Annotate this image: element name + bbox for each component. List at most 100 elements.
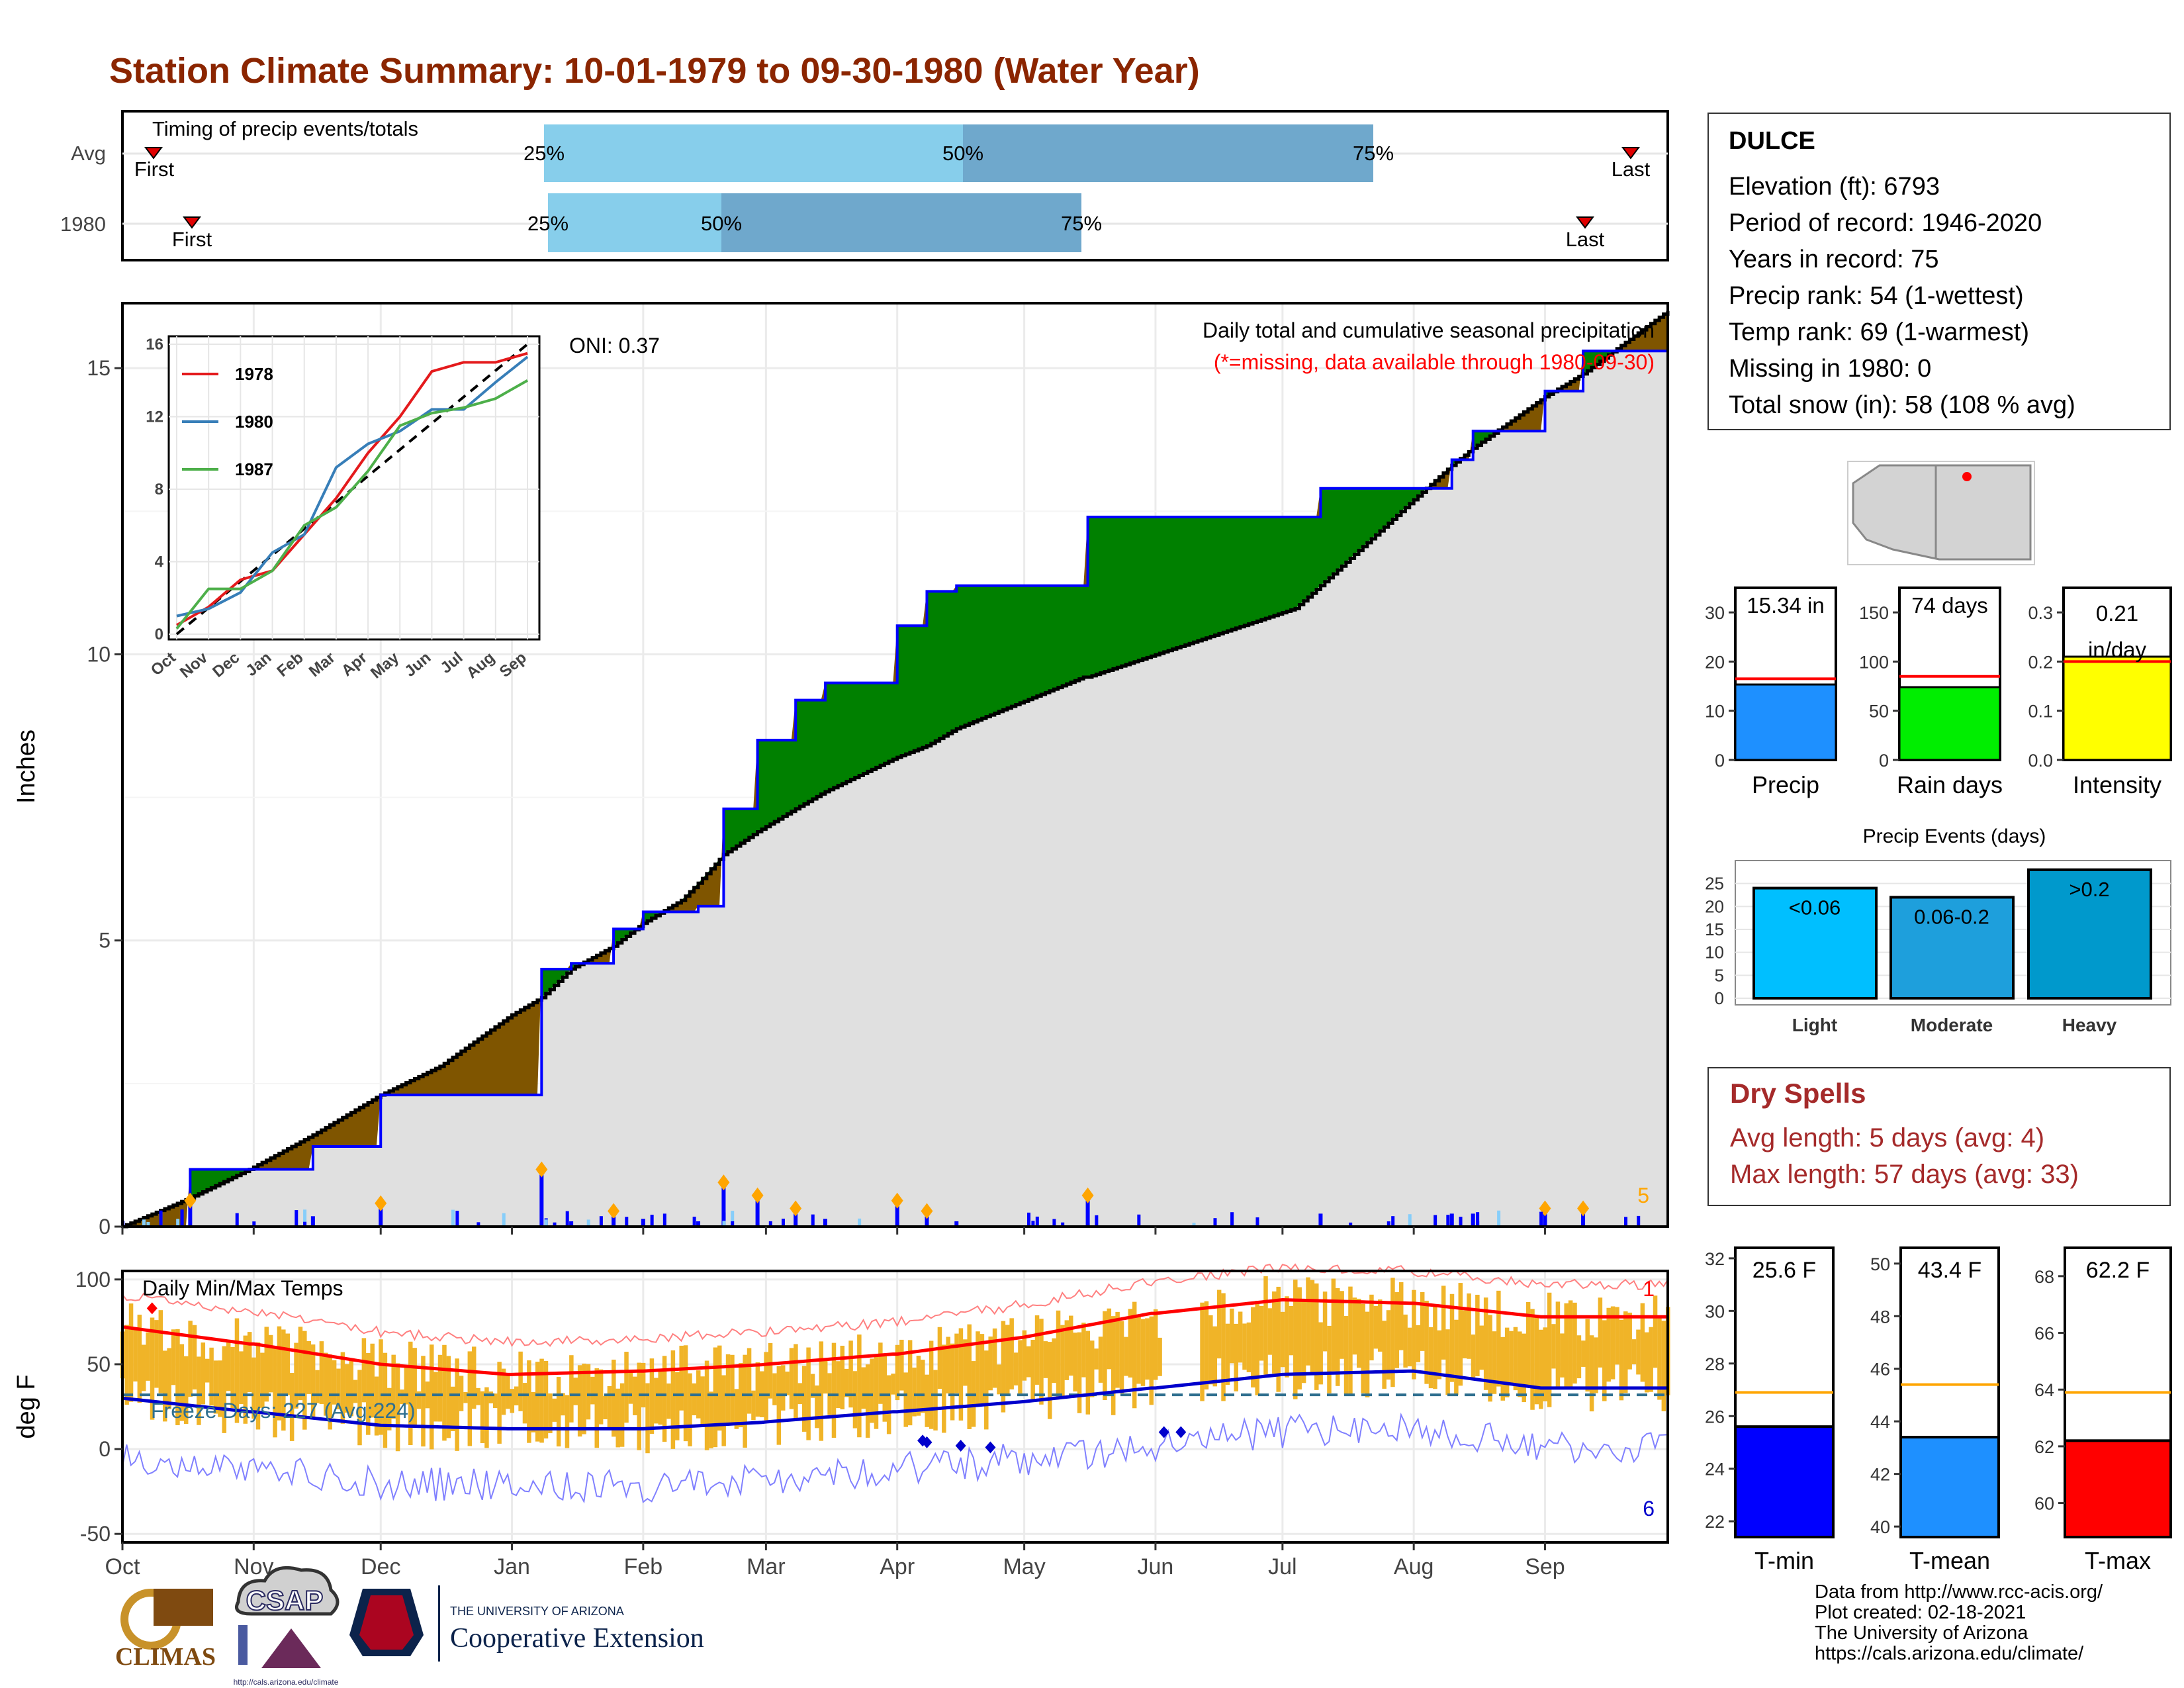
- mini-precip-rain-days: 0 50 100 150 74 days Rain days: [1859, 586, 2003, 798]
- yr-75-label: 75%: [1061, 212, 1102, 235]
- daily-temp-bar: [1132, 1301, 1137, 1409]
- daily-temp-bar: [1572, 1302, 1577, 1384]
- daily-temp-bar: [1081, 1323, 1086, 1378]
- daily-temp-bar: [836, 1361, 841, 1409]
- daily-temp-bar: [633, 1376, 637, 1415]
- daily-temp-bar: [455, 1358, 459, 1451]
- daily-temp-bar: [467, 1351, 473, 1446]
- daily-temp-bar: [1085, 1331, 1091, 1415]
- daily-temp-bar: [1598, 1297, 1603, 1368]
- daily-temp-bar: [607, 1386, 612, 1430]
- daily-precip-bar: [1031, 1221, 1035, 1227]
- daily-temp-bar: [628, 1372, 633, 1404]
- daily-temp-bar: [480, 1391, 485, 1443]
- daily-temp-bar: [569, 1355, 574, 1423]
- dry-spells-max: Max length: 57 days (avg: 33): [1730, 1160, 2079, 1189]
- daily-temp-bar: [730, 1354, 735, 1425]
- daily-temp-bar: [1230, 1308, 1234, 1364]
- station-elevation: Elevation (ft): 6793: [1729, 173, 1940, 201]
- mini-ytick-label: 10: [1705, 702, 1725, 722]
- daily-temp-bar: [785, 1372, 790, 1395]
- mini-temp-ytick-label: 50: [1870, 1254, 1890, 1274]
- events-bar: [1889, 896, 2015, 1000]
- daily-temp-bar: [801, 1366, 807, 1432]
- daily-precip-bar: [176, 1219, 180, 1227]
- daily-precip-bar: [544, 1219, 548, 1227]
- daily-precip-bar: [1459, 1217, 1463, 1227]
- record-high-marker: [146, 1302, 158, 1315]
- mini-temp-ytick-label: 24: [1705, 1460, 1725, 1479]
- mini-bar: [1898, 686, 2001, 761]
- mini-temp-value: 62.2 F: [2086, 1258, 2150, 1283]
- mini-temp-ytick-label: 48: [1870, 1307, 1890, 1327]
- daily-temp-bar: [179, 1344, 185, 1421]
- daily-precip-bar: [180, 1210, 184, 1227]
- dry-spells-avg: Avg length: 5 days (avg: 4): [1730, 1123, 2045, 1152]
- daily-temp-bar: [565, 1395, 570, 1448]
- daily-temp-bar: [997, 1364, 1001, 1395]
- daily-temp-bar: [1293, 1279, 1298, 1399]
- daily-temp-bar: [907, 1340, 913, 1426]
- daily-temp-bar: [1373, 1306, 1379, 1349]
- surplus-area: [122, 310, 1668, 1227]
- daily-temp-bar: [1589, 1335, 1594, 1412]
- daily-temp-bar: [1398, 1282, 1404, 1350]
- daily-temp-bar: [810, 1374, 815, 1398]
- daily-temp-bar: [1661, 1321, 1666, 1411]
- daily-temp-bar: [1530, 1309, 1535, 1410]
- record-marker: [184, 1192, 197, 1209]
- daily-precip-bar: [954, 1221, 959, 1227]
- daily-temp-bar: [1272, 1291, 1277, 1374]
- daily-temp-bar: [988, 1336, 993, 1391]
- dry-spells-box: Dry Spells Avg length: 5 days (avg: 4) M…: [1707, 1067, 2171, 1206]
- daily-temp-bar: [700, 1376, 705, 1427]
- daily-temp-bar: [332, 1360, 337, 1405]
- daily-temp-bar: [870, 1358, 874, 1423]
- daily-temp-bar: [548, 1393, 553, 1434]
- daily-temp-bar: [645, 1383, 650, 1454]
- avg-75-label: 75%: [1353, 142, 1394, 165]
- daily-temp-bar: [886, 1375, 891, 1434]
- daily-precip-bar: [1027, 1212, 1031, 1227]
- daily-temp-bar: [721, 1375, 726, 1446]
- daily-precip-bar: [1255, 1217, 1259, 1227]
- daily-temp-bar: [670, 1350, 676, 1449]
- mini-temp-charts: 22 24 26 28 30 32 25.6 F T-min 40 42 44 46 48 50 43.4 …: [1705, 1246, 2172, 1574]
- daily-temp-bar: [1153, 1309, 1158, 1380]
- daily-temp-bar: [1301, 1299, 1306, 1383]
- daily-temp-bar: [916, 1356, 921, 1416]
- daily-temp-bar: [133, 1328, 138, 1382]
- daily-temp-bar: [878, 1342, 883, 1404]
- mini-ytick-label: 0: [1715, 751, 1725, 771]
- daily-temp-bar: [1390, 1278, 1395, 1387]
- daily-temp-bar: [1631, 1339, 1637, 1365]
- events-category-label: Moderate: [1911, 1015, 1993, 1035]
- daily-temp-bar: [141, 1344, 146, 1391]
- daily-temp-bar: [522, 1383, 527, 1424]
- daily-temp-bar: [408, 1341, 413, 1446]
- daily-temp-bar: [662, 1356, 667, 1442]
- daily-precip-bar: [755, 1195, 760, 1227]
- daily-temp-bar: [806, 1347, 811, 1440]
- mini-temp-category: T-mean: [1909, 1547, 1990, 1574]
- daily-temp-bar: [437, 1354, 443, 1422]
- daily-temp-bar: [823, 1360, 828, 1394]
- daily-temp-bar: [772, 1373, 777, 1405]
- daily-precip-bar: [451, 1209, 455, 1227]
- climas-logo: CLIMAS: [115, 1589, 216, 1671]
- daily-temp-bar: [488, 1391, 494, 1404]
- daily-temp-bar: [1377, 1299, 1383, 1352]
- daily-temp-bar: [298, 1327, 303, 1401]
- month-label: Dec: [361, 1554, 400, 1579]
- daily-temp-bar: [582, 1363, 586, 1434]
- daily-temp-bar: [1318, 1322, 1323, 1385]
- daily-precip-bar: [823, 1219, 827, 1227]
- daily-temp-bar: [395, 1363, 400, 1452]
- daily-temp-bar: [874, 1356, 879, 1429]
- daily-temp-bar: [1352, 1297, 1357, 1355]
- inset-ytick-label: 12: [146, 408, 163, 426]
- temp-heading: Daily Min/Max Temps: [142, 1276, 343, 1300]
- daily-temp-bar: [1534, 1315, 1539, 1405]
- mini-ytick-label: 0.1: [2028, 702, 2053, 722]
- month-label: Jul: [1268, 1554, 1297, 1579]
